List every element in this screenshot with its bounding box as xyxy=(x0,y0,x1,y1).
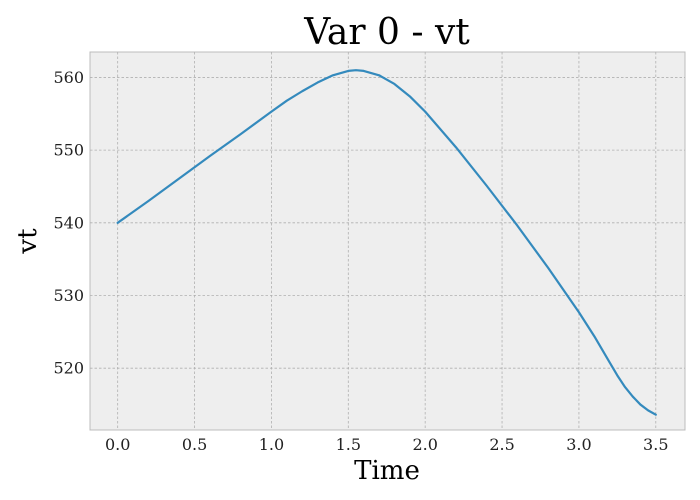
x-tick-label-3: 1.5 xyxy=(336,435,361,454)
y-axis-label: vt xyxy=(13,228,43,255)
series-layer xyxy=(116,69,657,416)
y-tick-label-3: 550 xyxy=(53,141,84,160)
series-line-0 xyxy=(116,69,657,416)
plot-area xyxy=(89,51,686,431)
y-tick-label-2: 540 xyxy=(53,213,84,232)
x-tick-label-2: 1.0 xyxy=(259,435,284,454)
x-axis-ticks: 0.0 0.5 1.0 1.5 2.0 2.5 3.0 3.5 xyxy=(105,435,669,454)
y-tick-label-4: 560 xyxy=(53,68,84,87)
y-tick-label-0: 520 xyxy=(53,359,84,378)
x-tick-label-1: 0.5 xyxy=(182,435,207,454)
x-tick-label-6: 3.0 xyxy=(566,435,591,454)
chart-title: Var 0 - vt xyxy=(303,12,470,53)
x-axis-label: Time xyxy=(354,456,420,486)
y-axis-ticks: 520 530 540 550 560 xyxy=(53,68,84,378)
grid xyxy=(90,52,685,430)
x-tick-label-5: 2.5 xyxy=(489,435,514,454)
x-tick-label-7: 3.5 xyxy=(643,435,668,454)
y-tick-label-1: 530 xyxy=(53,286,84,305)
x-tick-label-0: 0.0 xyxy=(105,435,130,454)
x-tick-label-4: 2.0 xyxy=(412,435,437,454)
